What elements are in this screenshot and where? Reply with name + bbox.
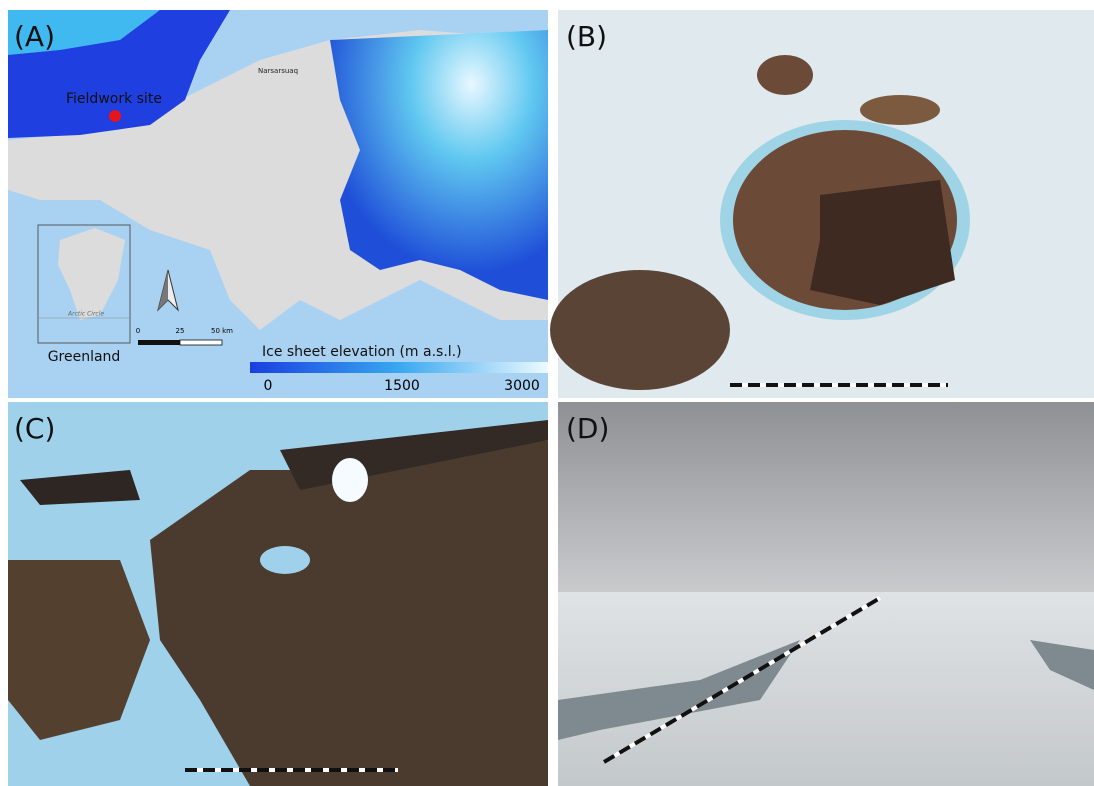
scale-label: 50 km [211, 327, 233, 335]
sediment [20, 470, 140, 505]
cryoconite-dark [810, 180, 955, 305]
north-arrow-shade [158, 270, 168, 310]
panel-label: (D) [566, 412, 609, 445]
scale-bar [179, 339, 223, 346]
meltwater [1030, 640, 1094, 690]
colorbar-tick: 3000 [504, 378, 540, 394]
panel-label: (B) [566, 20, 607, 53]
photo-b [550, 10, 1094, 398]
scale-bar [138, 340, 180, 345]
sediment [150, 440, 548, 786]
inset-greenland [58, 228, 125, 320]
town-label: Narsarsuaq [258, 67, 298, 75]
scale-label: 0 [136, 327, 140, 335]
site-marker [109, 110, 121, 122]
colorbar-tick: 0 [264, 378, 273, 394]
sediment [8, 560, 150, 740]
photo-d [558, 402, 1094, 786]
scale-line [602, 596, 882, 764]
panel-label: (A) [14, 20, 55, 53]
panel-label: (C) [14, 412, 55, 445]
inset-title: Greenland [48, 349, 121, 365]
glare [332, 458, 368, 502]
sky [558, 402, 1094, 592]
site-label: Fieldwork site [66, 91, 162, 107]
colorbar [250, 362, 548, 373]
scale-label: 25 [176, 327, 185, 335]
colorbar-tick: 1500 [384, 378, 420, 394]
map-panel: Fieldwork site Narsarsuaq Arctic Circle … [8, 10, 548, 398]
sediment [550, 270, 730, 390]
ice-sheet [330, 30, 548, 300]
ice-cap-high [8, 10, 160, 55]
arctic-label: Arctic Circle [67, 311, 104, 318]
meltwater [558, 640, 800, 740]
photo-c [8, 402, 548, 786]
sediment [757, 55, 813, 95]
sediment [860, 95, 940, 125]
colorbar-title: Ice sheet elevation (m a.s.l.) [262, 344, 462, 360]
melt-pool [260, 546, 310, 574]
